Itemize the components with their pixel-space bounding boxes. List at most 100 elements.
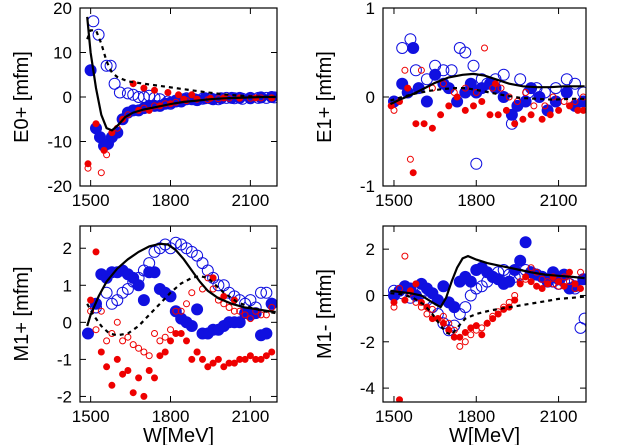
red-open-point: [167, 326, 174, 334]
red-open-point: [406, 155, 414, 163]
red-filled-point: [103, 363, 111, 371]
y-axis-label: E1+ [mfm]: [314, 51, 336, 143]
red-filled-point: [439, 319, 447, 327]
red-filled-point: [456, 333, 464, 341]
solid-curve: [86, 16, 276, 132]
blue-open-point: [143, 257, 156, 270]
x-tick-label: 1500: [72, 407, 110, 426]
red-open-point: [103, 151, 111, 159]
red-open-point: [439, 312, 447, 320]
x-tick-label: 1500: [72, 191, 110, 210]
red-open-point: [124, 333, 132, 341]
red-open-point: [478, 324, 486, 332]
x-tick-label: 2100: [540, 407, 578, 426]
x-axis-label: W[MeV]: [449, 425, 520, 445]
blue-open-point: [265, 297, 277, 310]
plot-area: [82, 236, 277, 400]
blue-filled-point: [82, 327, 94, 340]
red-filled-point: [188, 91, 196, 99]
blue-filled-point: [437, 280, 450, 293]
blue-open-point: [255, 286, 267, 299]
red-open-point: [92, 326, 100, 334]
red-filled-point: [445, 102, 453, 110]
red-open-point: [423, 310, 431, 318]
red-open-point: [456, 342, 464, 350]
blue-open-point: [100, 59, 113, 72]
blue-open-point: [196, 257, 209, 270]
red-filled-point: [494, 111, 502, 119]
red-filled-point: [151, 374, 158, 382]
y-tick-label: 0: [63, 313, 72, 332]
red-open-point: [257, 311, 265, 319]
dashed-curve: [86, 274, 276, 337]
blue-filled-point: [185, 320, 198, 332]
panel-e0: 1500 1800 2100 20 10 0 -10 -20 E0+ [mfm]: [11, 0, 278, 210]
red-filled-point: [522, 273, 530, 281]
y-tick-label: 1: [366, 0, 375, 18]
blue-filled-point: [260, 327, 273, 340]
red-open-point: [555, 282, 563, 290]
red-filled-point: [214, 355, 222, 363]
blue-filled-point: [560, 86, 573, 99]
red-open-point: [511, 292, 519, 299]
blue-open-point: [445, 64, 458, 77]
blue-open-point: [578, 312, 586, 325]
red-filled-point: [241, 355, 249, 363]
blue-open-point: [569, 77, 581, 90]
red-filled-point: [492, 80, 499, 88]
plot-area: [388, 236, 586, 402]
red-filled-point: [546, 111, 554, 119]
red-filled-point: [167, 337, 174, 345]
red-filled-point: [428, 124, 436, 132]
x-tick-label: 1500: [375, 191, 413, 210]
red-filled-point: [161, 348, 169, 356]
red-open-point: [135, 344, 143, 352]
blue-open-point: [388, 284, 400, 297]
y-tick-label: 20: [53, 0, 72, 18]
blue-open-point: [409, 64, 422, 77]
red-open-point: [472, 89, 480, 96]
dashed-curve: [390, 292, 585, 337]
red-filled-point: [478, 98, 486, 105]
blue-filled-point: [514, 254, 527, 267]
red-open-point: [500, 303, 508, 311]
red-open-point: [390, 106, 398, 114]
red-open-point: [522, 275, 530, 283]
blue-filled-point: [233, 316, 246, 329]
red-filled-point: [87, 296, 95, 304]
y-tick-label: 0: [63, 88, 72, 107]
red-filled-point: [92, 248, 100, 256]
red-filled-point: [209, 274, 217, 282]
panel-m1m: 1500 1800 2100 2 0 -2 -4 M1- [mfm] W[MeV]: [314, 225, 587, 445]
red-open-point: [489, 312, 497, 320]
red-open-point: [145, 352, 153, 360]
y-tick-label: -2: [57, 387, 72, 406]
red-open-point: [483, 319, 491, 327]
red-filled-point: [183, 337, 190, 345]
red-filled-point: [97, 348, 105, 356]
blue-filled-point: [448, 301, 461, 314]
plot-area: [84, 15, 277, 177]
x-tick-label: 1800: [457, 191, 495, 210]
x-axis-label: W[MeV]: [143, 425, 214, 445]
red-filled-point: [108, 381, 116, 389]
red-filled-point: [519, 115, 527, 123]
red-filled-point: [268, 348, 276, 356]
red-open-point: [505, 298, 513, 306]
red-filled-point: [516, 280, 524, 288]
red-filled-point: [412, 280, 420, 288]
red-filled-point: [124, 367, 132, 374]
red-open-point: [549, 93, 557, 101]
red-open-point: [541, 102, 549, 110]
axes-frame: [382, 225, 587, 403]
red-open-point: [497, 84, 505, 92]
red-open-point: [450, 326, 458, 334]
red-open-point: [97, 169, 105, 177]
red-open-point: [209, 285, 217, 293]
blue-filled-point: [191, 303, 204, 316]
red-open-point: [401, 66, 409, 74]
red-open-point: [489, 84, 497, 92]
blue-open-point: [470, 282, 483, 295]
red-open-point: [522, 89, 530, 96]
red-open-point: [230, 307, 238, 315]
